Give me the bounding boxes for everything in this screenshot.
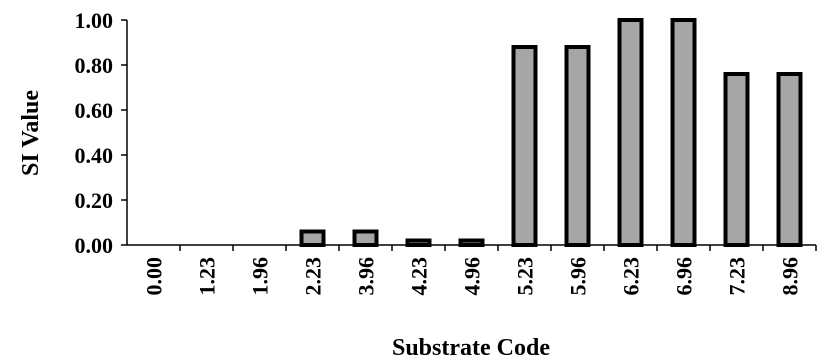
x-tick-label: 1.96 bbox=[248, 257, 273, 296]
y-axis-title: SI Value bbox=[18, 90, 44, 176]
x-tick-label: 4.96 bbox=[460, 257, 485, 296]
y-tick-label: 1.00 bbox=[75, 8, 114, 33]
y-tick-label: 0.00 bbox=[75, 233, 114, 258]
x-tick-label: 6.23 bbox=[619, 257, 644, 296]
x-tick-label: 5.96 bbox=[566, 257, 591, 296]
bar bbox=[617, 18, 644, 247]
bars-group bbox=[299, 18, 803, 247]
bar bbox=[564, 45, 591, 247]
bar bbox=[299, 229, 326, 247]
bar bbox=[723, 72, 750, 247]
x-tick-label: 2.23 bbox=[301, 257, 326, 296]
x-tick-label: 3.96 bbox=[354, 257, 379, 296]
x-axis-title: Substrate Code bbox=[392, 335, 550, 360]
x-tick-label: 8.96 bbox=[778, 257, 803, 296]
x-tick-label: 4.23 bbox=[407, 257, 432, 296]
y-tick-label: 0.60 bbox=[75, 98, 114, 123]
x-tick-label: 5.23 bbox=[513, 257, 538, 296]
y-tick-label: 0.20 bbox=[75, 188, 114, 213]
bar bbox=[511, 45, 538, 247]
y-tick-label: 0.40 bbox=[75, 143, 114, 168]
bar bbox=[352, 229, 379, 247]
x-tick-label: 7.23 bbox=[725, 257, 750, 296]
bar bbox=[776, 72, 803, 247]
x-tick-label: 6.96 bbox=[672, 257, 697, 296]
x-tick-label: 1.23 bbox=[195, 257, 220, 296]
x-tick-label: 0.00 bbox=[142, 257, 167, 296]
y-tick-labels: 0.00 0.20 0.40 0.60 0.80 1.00 bbox=[75, 8, 127, 258]
x-tick-labels: 0.00 1.23 1.96 2.23 3.96 4.23 4.96 5.23 5.96 6.23… bbox=[142, 245, 817, 296]
bar bbox=[670, 18, 697, 247]
y-tick-label: 0.80 bbox=[75, 53, 114, 78]
